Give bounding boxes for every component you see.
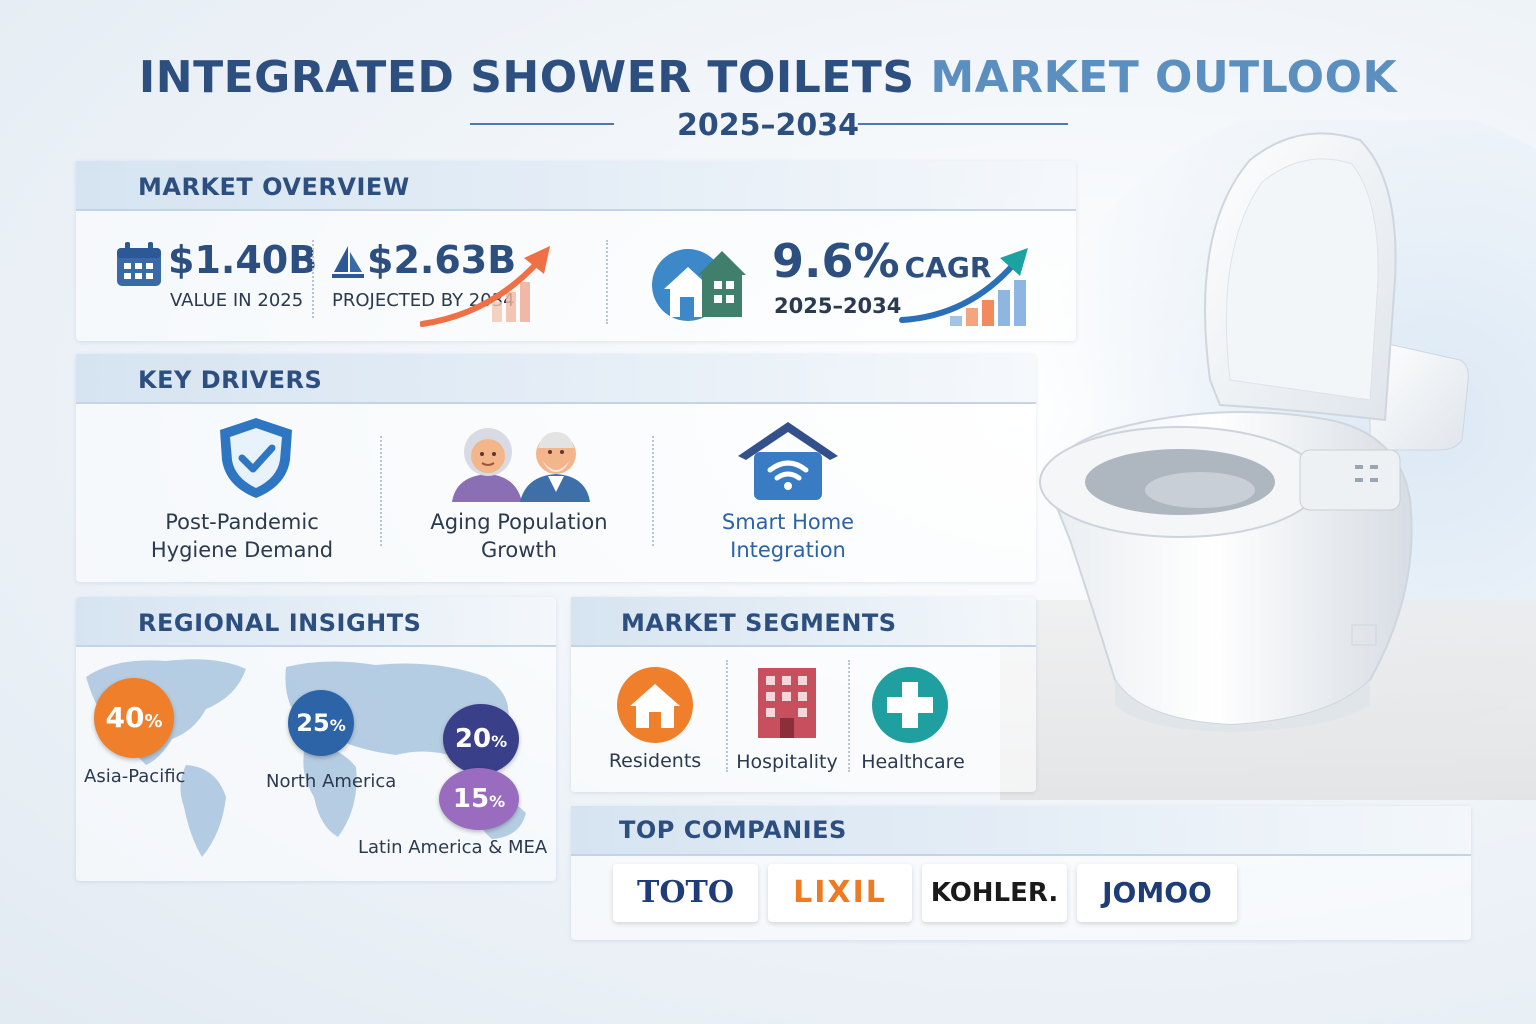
- logo-kohler: KOHLER.: [922, 864, 1067, 922]
- cagr-value: 9.6%: [772, 234, 900, 288]
- subtitle-rule-left: [470, 123, 614, 125]
- page-title: INTEGRATED SHOWER TOILETS MARKET OUTLOOK: [0, 52, 1536, 103]
- value-2025-label: VALUE IN 2025: [170, 290, 304, 311]
- key-drivers-header: KEY DRIVERS: [76, 354, 1036, 404]
- top-companies-header: TOP COMPANIES: [571, 806, 1471, 856]
- region-unit: %: [489, 792, 506, 811]
- driver-2-line-1: Aging Population: [430, 510, 608, 534]
- house-icon: [617, 667, 693, 743]
- region-bubble-north-america: 25%: [288, 690, 354, 756]
- shield-check-icon: [220, 418, 292, 498]
- regional-insights-heading: REGIONAL INSIGHTS: [138, 609, 422, 637]
- hotel-building-icon: [758, 668, 816, 738]
- projected-label: PROJECTED BY 2034: [332, 290, 515, 311]
- overview-divider-1: [312, 240, 314, 318]
- segment-label-hospitality: Hospitality: [736, 751, 838, 773]
- region-label-north-america: North America: [266, 771, 397, 792]
- region-unit: %: [329, 716, 346, 735]
- cagr-block: 9.6% CAGR: [772, 234, 991, 288]
- region-value: 40: [105, 701, 145, 734]
- elderly-couple-icon: [452, 428, 590, 502]
- calendar-icon: [117, 242, 161, 286]
- region-bubble-latin-america-mea: 15%: [439, 768, 519, 830]
- key-drivers-heading: KEY DRIVERS: [138, 366, 323, 394]
- cagr-period: 2025–2034: [774, 294, 902, 318]
- region-value: 25: [296, 709, 330, 737]
- segments-divider-1: [726, 660, 728, 772]
- title-part-1: INTEGRATED SHOWER TOILETS: [138, 52, 915, 103]
- drivers-divider-2: [652, 436, 654, 546]
- page-subtitle: 2025–2034: [677, 108, 859, 143]
- market-overview-header: MARKET OVERVIEW: [76, 161, 1076, 211]
- segment-label-healthcare: Healthcare: [861, 751, 965, 773]
- region-value: 20: [454, 724, 492, 754]
- region-label-asia-pacific: Asia-Pacific: [84, 766, 186, 787]
- region-unit: %: [491, 732, 508, 751]
- homes-icon: [652, 249, 746, 321]
- medical-cross-icon: [872, 667, 948, 743]
- region-bubble-asia-pacific: 40%: [94, 678, 174, 758]
- region-unit: %: [144, 711, 163, 732]
- region-value: 15: [452, 784, 490, 814]
- growth-arrow-icon: [420, 246, 550, 327]
- logo-lixil: LIXIL: [768, 864, 912, 922]
- region-bubble-europe: 20%: [443, 704, 519, 774]
- smart-home-wifi-icon: [738, 422, 838, 500]
- logo-jomoo: JOMOO: [1077, 864, 1237, 922]
- subtitle-rule-right: [858, 123, 1068, 125]
- segment-label-residents: Residents: [608, 750, 702, 772]
- title-part-2: MARKET OUTLOOK: [930, 52, 1398, 103]
- driver-1-line-1: Post-Pandemic: [165, 510, 319, 534]
- market-segments-panel: MARKET SEGMENTS: [571, 597, 1036, 792]
- logo-toto: TOTO: [613, 864, 758, 922]
- driver-3-line-2: Integration: [730, 538, 846, 562]
- driver-2-line-2: Growth: [480, 538, 557, 562]
- driver-3-line-1: Smart Home: [721, 510, 855, 534]
- top-companies-heading: TOP COMPANIES: [619, 816, 847, 844]
- market-overview-heading: MARKET OVERVIEW: [138, 173, 410, 201]
- smart-toilet-illustration: [1000, 120, 1536, 800]
- drivers-divider-1: [380, 436, 382, 546]
- segments-divider-2: [848, 660, 850, 772]
- projected-value: $2.63B: [367, 238, 517, 282]
- market-segments-heading: MARKET SEGMENTS: [621, 609, 897, 637]
- cagr-growth-chart-icon: [899, 248, 1028, 326]
- driver-1-line-2: Hygiene Demand: [150, 538, 334, 562]
- market-overview-panel: MARKET OVERVIEW: [76, 161, 1076, 341]
- regional-insights-header: REGIONAL INSIGHTS: [76, 597, 556, 647]
- sailboat-growth-icon: [332, 246, 364, 278]
- region-label-latin-america-mea: Latin America & MEA: [358, 837, 548, 858]
- market-segments-header: MARKET SEGMENTS: [571, 597, 1036, 647]
- overview-divider-2: [606, 240, 608, 324]
- cagr-suffix: CAGR: [904, 251, 992, 284]
- value-2025: $1.40B: [168, 238, 318, 282]
